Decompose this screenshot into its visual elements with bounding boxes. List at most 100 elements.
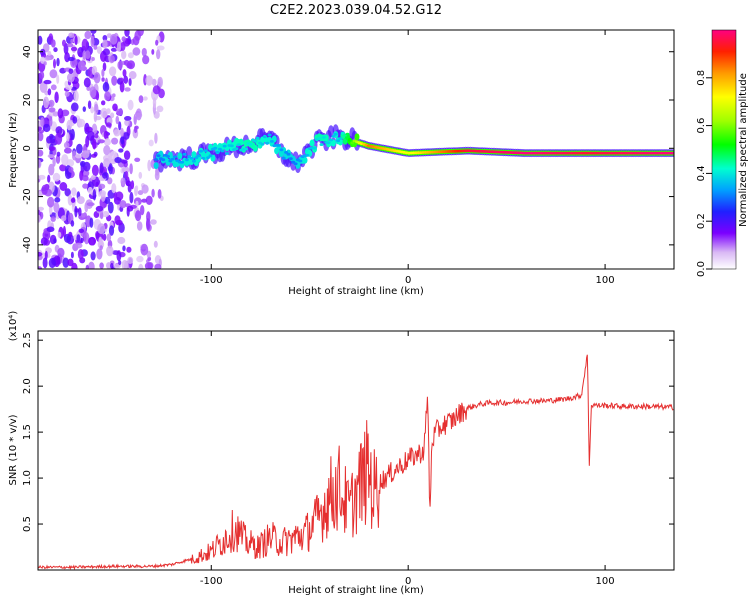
- noise-blob: [87, 100, 92, 109]
- noise-blob: [141, 47, 147, 57]
- noise-blob: [81, 38, 89, 51]
- noise-blob: [48, 163, 55, 176]
- noise-blob: [116, 108, 124, 116]
- noise-blob: [143, 96, 148, 101]
- noise-blob: [61, 109, 70, 117]
- noise-blob: [91, 175, 96, 180]
- noise-blob: [67, 72, 75, 83]
- ridge-band: [309, 139, 315, 147]
- noise-blob: [52, 172, 61, 182]
- noise-blob: [109, 33, 118, 45]
- noise-blob: [71, 86, 77, 91]
- noise-blob: [82, 183, 89, 189]
- noise-blob: [84, 50, 91, 60]
- ridge-core: [338, 137, 343, 140]
- ridge-core: [331, 135, 336, 138]
- ridge-core: [265, 141, 270, 145]
- ridge-halo: [186, 146, 193, 159]
- ridge-core: [336, 139, 341, 143]
- noise-blob: [97, 139, 105, 144]
- noise-blob: [47, 50, 52, 56]
- noise-blob: [107, 177, 113, 185]
- noise-blob: [113, 191, 118, 201]
- noise-blob: [105, 122, 112, 128]
- noise-blob: [112, 93, 116, 98]
- noise-blob: [70, 128, 75, 141]
- noise-blob: [121, 36, 126, 42]
- noise-blob: [155, 39, 159, 46]
- ridge-core: [213, 146, 218, 150]
- snr-ylabel: SNR (10 * v/v): [8, 414, 19, 485]
- noise-blob: [120, 136, 125, 145]
- noise-blob: [90, 35, 95, 48]
- noise-blob: [76, 234, 81, 243]
- x-tick-label: -100: [200, 576, 223, 587]
- noise-blob: [81, 150, 90, 159]
- noise-blob: [106, 245, 114, 257]
- noise-blob: [87, 130, 95, 141]
- noise-blob: [151, 49, 155, 55]
- noise-blob: [70, 220, 75, 227]
- y-tick-label: 2.5: [22, 332, 33, 348]
- colorbar-ticks: 0.0 0.2 0.4 0.6 0.8: [696, 70, 712, 277]
- noise-blob: [108, 225, 115, 236]
- noise-blob: [38, 131, 44, 142]
- noise-blob: [124, 119, 130, 126]
- x-tick-label: -100: [200, 275, 223, 286]
- noise-blob: [97, 223, 106, 235]
- noise-blob: [156, 49, 161, 60]
- noise-blob: [85, 135, 90, 148]
- ridge-band: [191, 151, 197, 159]
- noise-blob: [93, 111, 98, 123]
- noise-blob: [92, 138, 97, 150]
- noise-blob: [54, 197, 61, 203]
- noise-blob: [78, 228, 85, 233]
- noise-blob: [129, 191, 134, 204]
- noise-blob: [132, 35, 140, 46]
- ridge-core: [154, 158, 159, 161]
- noise-blob: [152, 97, 157, 109]
- noise-blob: [48, 99, 55, 108]
- x-tick-label: 0: [405, 576, 411, 587]
- noise-blob: [124, 30, 130, 37]
- ridge-core: [298, 159, 303, 163]
- noise-blob: [49, 69, 58, 79]
- snr-multiplier: (x10⁴): [8, 311, 19, 342]
- ridge-core: [196, 154, 201, 158]
- noise-blob: [47, 253, 51, 258]
- noise-blob: [122, 69, 127, 77]
- noise-blob: [77, 118, 86, 128]
- noise-blob: [59, 182, 68, 191]
- ridge-core: [156, 154, 161, 158]
- colorbar-tick-label: 0.0: [696, 261, 707, 277]
- noise-blob: [154, 171, 160, 181]
- noise-blob: [43, 79, 52, 85]
- ridge-core: [184, 158, 189, 162]
- noise-blob: [67, 194, 73, 206]
- ridge-core: [277, 144, 281, 147]
- noise-blob: [141, 184, 149, 194]
- ridge-core: [194, 156, 199, 160]
- y-tick-label: 1.0: [22, 470, 33, 486]
- noise-blob: [68, 68, 74, 74]
- noise-blob: [123, 59, 130, 66]
- noise-blob: [152, 85, 161, 95]
- noise-blob: [151, 188, 155, 198]
- noise-blob: [145, 75, 154, 86]
- snr-panel: -100 0 100 0.5 1.0 1.5 2.0 2.5 Height of straig…: [8, 311, 675, 596]
- noise-blob: [128, 78, 132, 86]
- noise-blob: [70, 38, 74, 44]
- ridge-core: [166, 155, 170, 158]
- noise-blob: [38, 251, 43, 257]
- noise-blob: [102, 233, 107, 241]
- noise-blob: [118, 148, 124, 153]
- ridge-core: [234, 147, 239, 151]
- noise-blob: [137, 30, 144, 37]
- ridge-core: [329, 138, 333, 142]
- ridge-core: [236, 143, 241, 147]
- ridge-core: [170, 157, 175, 161]
- noise-blob: [82, 50, 87, 61]
- noise-blob: [48, 116, 53, 127]
- noise-blob: [150, 219, 157, 225]
- noise-blob: [127, 256, 134, 264]
